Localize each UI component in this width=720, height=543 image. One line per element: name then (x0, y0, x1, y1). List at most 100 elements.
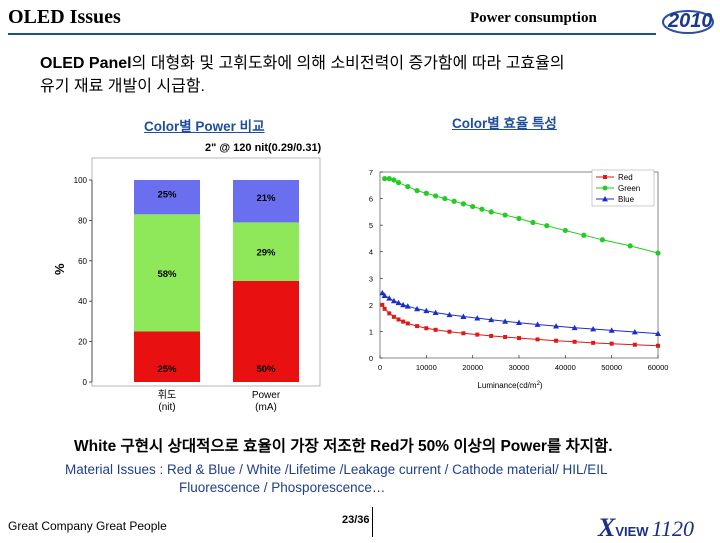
point-green-7 (433, 193, 439, 199)
point-green-18 (562, 227, 568, 234)
right-x-tick-label-3: 30000 (509, 363, 530, 372)
point-red-18 (572, 339, 577, 344)
point-green-2 (391, 177, 397, 183)
bar-green-0 (134, 214, 200, 332)
point-green-6 (423, 190, 429, 196)
point-blue-12 (474, 315, 481, 321)
point-green-15 (516, 215, 522, 222)
point-green-17 (544, 223, 550, 229)
right-x-tick-label-6: 60000 (648, 363, 669, 372)
right-y-tick-label-3: 3 (369, 274, 373, 283)
point-blue-19 (590, 326, 597, 332)
point-blue-17 (553, 323, 560, 329)
y-axis-label: % (52, 263, 67, 275)
point-green-16 (530, 219, 536, 226)
brand-logo: XVIEW 1120 (598, 513, 694, 542)
bar-label-green-0: 58% (157, 269, 177, 280)
intro-line1: 의 대형화 및 고휘도화에 의해 소비전력이 증가함에 따라 고효율의 (131, 55, 565, 72)
point-red-21 (632, 342, 637, 347)
point-red-4 (396, 317, 401, 322)
right-x-tick-label-1: 10000 (416, 363, 437, 372)
point-green-20 (599, 237, 605, 243)
intro-line2: 유기 재료 개발이 시급함. (40, 78, 205, 95)
point-green-8 (442, 195, 448, 202)
brand-x: X (598, 513, 616, 542)
point-blue-10 (446, 311, 453, 318)
y-tick-label-0: 0 (83, 378, 88, 387)
bar-red-0 (134, 331, 200, 382)
legend-marker-blue (602, 196, 608, 202)
point-red-14 (503, 335, 508, 340)
point-blue-21 (631, 328, 638, 335)
point-red-0 (380, 302, 385, 307)
bar-label-red-0: 25% (157, 364, 177, 375)
point-green-9 (451, 198, 457, 204)
point-blue-15 (516, 319, 522, 326)
line-chart: 0 1 2 3 4 5 6 7 0 10000 20000 30000 40000 50000 60000 R… (369, 168, 669, 390)
point-green-13 (488, 209, 494, 215)
legend-label-red: Red (618, 173, 633, 182)
point-green-11 (470, 203, 476, 210)
y-tick-label-4: 80 (78, 216, 87, 225)
category-label-1-line2: (mA) (255, 402, 277, 413)
point-green-19 (581, 232, 587, 238)
point-red-9 (433, 327, 438, 332)
legend-label-blue: Blue (618, 195, 635, 204)
point-blue-4 (395, 299, 402, 306)
intro-text: OLED Panel의 대형화 및 고휘도화에 의해 소비전력이 증가함에 따라… (40, 52, 690, 98)
category-label-1-line1: Power (252, 390, 281, 401)
right-y-tick-label-5: 5 (369, 221, 373, 230)
point-red-6 (405, 321, 410, 326)
category-label-0-line2: (nit) (158, 402, 175, 413)
bar-blue-1 (233, 180, 299, 223)
slide-title: OLED Issues (8, 6, 121, 28)
point-green-3 (395, 180, 402, 186)
point-green-22 (655, 250, 661, 256)
bar-label-green-1: 29% (256, 248, 276, 259)
point-red-5 (401, 319, 406, 324)
right-y-tick-label-0: 0 (369, 354, 373, 363)
point-blue-11 (460, 313, 467, 319)
brand-view: VIEW (615, 524, 649, 539)
category-label-0-line1: 휘도 (158, 389, 176, 401)
point-red-16 (535, 337, 540, 342)
point-blue-18 (571, 324, 578, 331)
page-number: 23/36 (342, 514, 370, 526)
brand-number: 1120 (651, 516, 694, 541)
point-red-11 (461, 331, 466, 336)
point-red-7 (415, 324, 420, 329)
intro-bold-term: OLED Panel (40, 55, 132, 72)
legend-marker-green (602, 185, 608, 191)
y-tick-label-2: 40 (78, 297, 87, 306)
point-red-1 (382, 306, 387, 311)
point-green-21 (627, 243, 633, 249)
event-logo-icon: 2010 (662, 10, 714, 34)
point-red-3 (391, 314, 396, 319)
right-x-tick-label-0: 0 (378, 363, 382, 372)
point-green-10 (460, 201, 466, 207)
point-blue-2 (386, 295, 393, 301)
point-blue-1 (381, 292, 388, 298)
right-x-tick-label-2: 20000 (462, 363, 483, 372)
y-tick-label-3: 60 (78, 257, 87, 266)
point-blue-20 (608, 327, 615, 333)
point-blue-16 (534, 321, 541, 327)
stacked-bar-chart: 25% 58% 25% 50% 29% 21% 0 20 40 60 80 100 휘도(nit) Pow… (52, 157, 321, 413)
point-red-22 (656, 343, 660, 348)
point-blue-7 (414, 305, 421, 312)
point-red-12 (475, 332, 480, 337)
point-green-14 (502, 212, 508, 218)
point-blue-5 (400, 301, 407, 308)
right-x-tick-label-4: 40000 (555, 363, 576, 372)
legend-marker-red (603, 175, 607, 179)
footer-slogan: Great Company Great People (8, 519, 167, 533)
bar-green-1 (233, 222, 299, 281)
right-y-tick-label-6: 6 (369, 195, 373, 204)
footer-divider (372, 507, 373, 537)
left-chart-title: Color별 Power 비교 (144, 119, 265, 134)
point-red-13 (489, 333, 494, 338)
point-red-20 (609, 341, 614, 346)
y-tick-label-5: 100 (74, 176, 88, 185)
point-blue-22 (655, 330, 661, 336)
point-green-0 (382, 176, 388, 182)
